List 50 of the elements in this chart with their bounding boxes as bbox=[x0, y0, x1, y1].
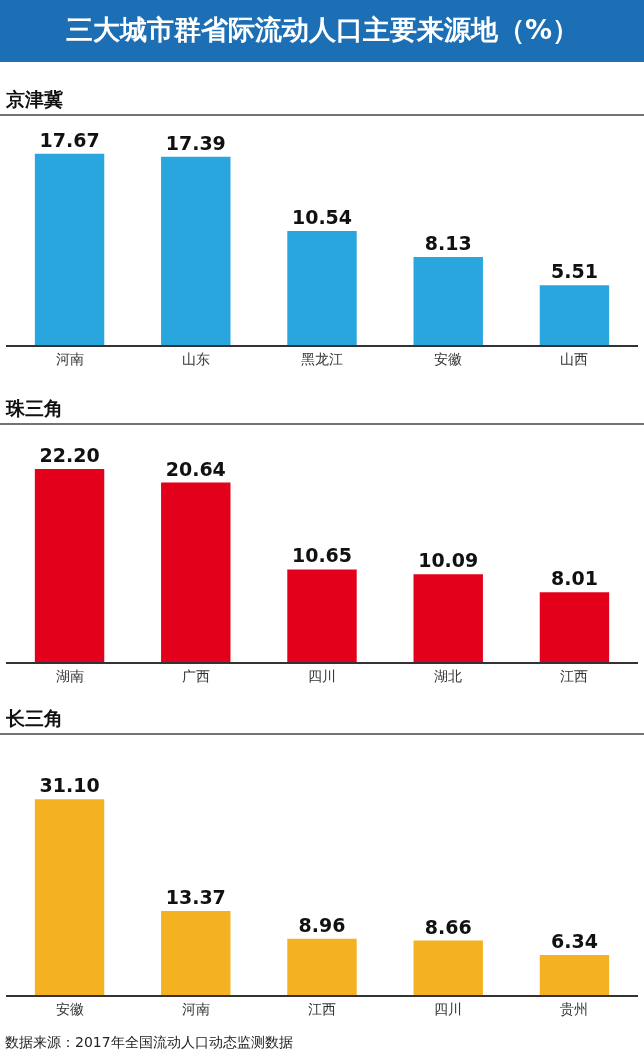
chart-subtitle: 长三角 bbox=[5, 707, 63, 729]
bar bbox=[161, 482, 231, 662]
x-tick-label: 黑龙江 bbox=[301, 350, 343, 367]
x-tick-label: 四川 bbox=[434, 1000, 463, 1017]
data-label: 6.34 bbox=[551, 930, 598, 953]
bar bbox=[539, 955, 610, 995]
bar bbox=[413, 256, 483, 345]
data-label: 10.54 bbox=[291, 205, 353, 228]
data-label: 17.67 bbox=[39, 128, 100, 151]
x-tick-label: 四川 bbox=[308, 667, 336, 684]
data-label: 20.64 bbox=[165, 457, 226, 480]
x-tick-label: 贵州 bbox=[560, 1000, 589, 1017]
bar bbox=[287, 230, 357, 345]
chart-title: 三大城市群省际流动人口主要来源地（%） bbox=[66, 14, 580, 45]
x-tick-label: 广西 bbox=[181, 667, 210, 684]
bar bbox=[34, 468, 105, 662]
x-tick-label: 安徽 bbox=[55, 1000, 84, 1017]
bar bbox=[539, 592, 610, 662]
x-tick-label: 安徽 bbox=[434, 350, 463, 367]
data-label: 10.65 bbox=[291, 544, 353, 567]
x-tick-label: 江西 bbox=[308, 1000, 336, 1017]
data-label: 17.39 bbox=[165, 131, 226, 154]
data-label: 13.37 bbox=[165, 885, 226, 908]
chart-subtitle: 京津冀 bbox=[5, 88, 63, 110]
x-tick-label: 湖南 bbox=[55, 667, 84, 684]
data-label: 8.96 bbox=[298, 913, 346, 936]
bar bbox=[413, 574, 483, 662]
bar bbox=[539, 285, 610, 345]
data-label: 31.10 bbox=[39, 774, 100, 797]
data-label: 5.51 bbox=[551, 260, 598, 283]
bar bbox=[413, 940, 483, 995]
bar bbox=[161, 910, 231, 995]
bar bbox=[287, 938, 357, 995]
bar bbox=[287, 569, 357, 662]
data-label: 8.13 bbox=[424, 231, 472, 254]
data-label: 10.09 bbox=[418, 549, 479, 572]
x-tick-label: 湖北 bbox=[434, 667, 463, 684]
source-note: 数据来源：2017年全国流动人口动态监测数据 bbox=[5, 1034, 293, 1050]
data-label: 8.66 bbox=[424, 915, 472, 938]
x-tick-label: 河南 bbox=[55, 350, 84, 367]
chart-subtitle: 珠三角 bbox=[5, 397, 63, 419]
bar bbox=[161, 156, 231, 345]
x-tick-label: 山东 bbox=[181, 350, 210, 367]
data-label: 8.01 bbox=[551, 567, 598, 590]
x-tick-label: 河南 bbox=[181, 1000, 210, 1017]
x-tick-label: 山西 bbox=[560, 350, 589, 367]
bar bbox=[34, 153, 105, 345]
x-tick-label: 江西 bbox=[560, 667, 589, 684]
data-label: 22.20 bbox=[39, 443, 100, 466]
bar bbox=[34, 799, 105, 995]
